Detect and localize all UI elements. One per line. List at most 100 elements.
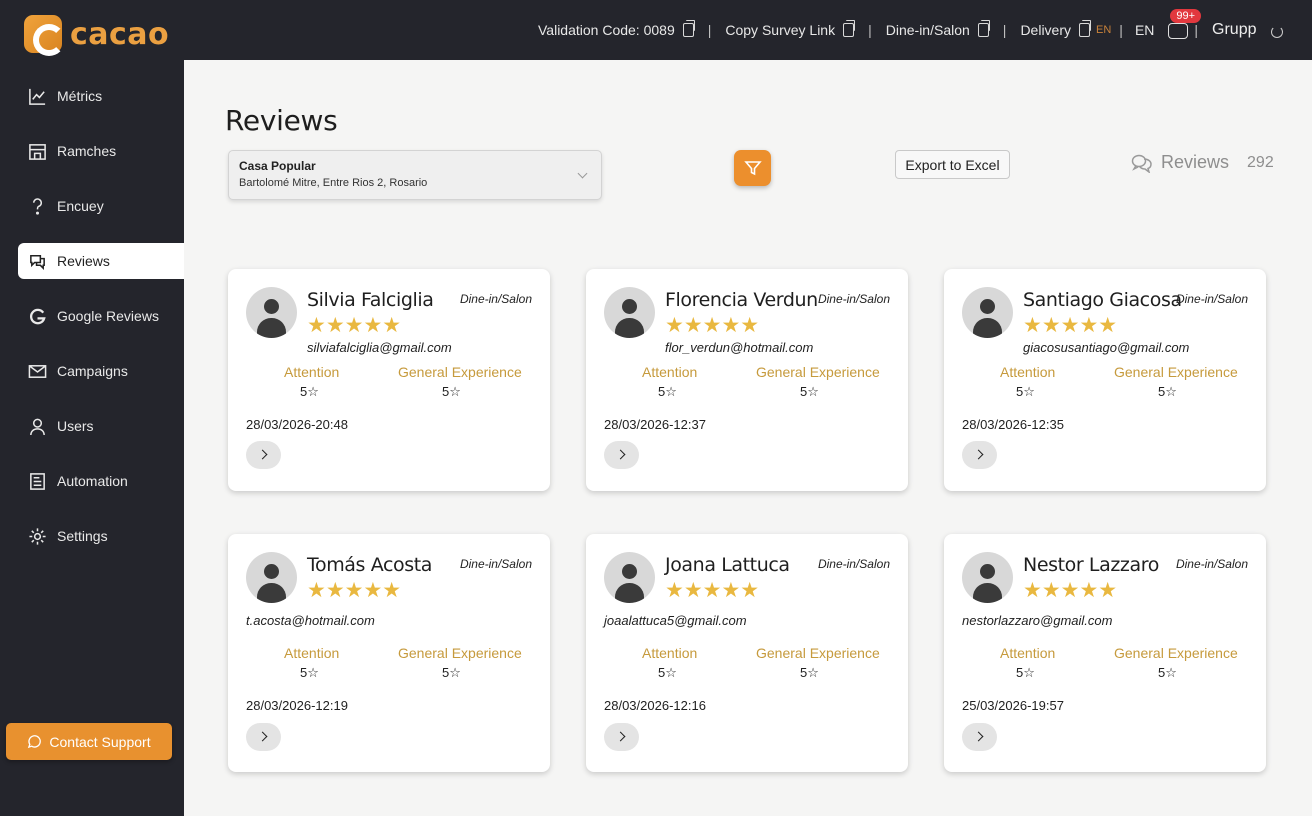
general-experience-label: General Experience xyxy=(756,364,880,380)
sidebar-item-label: Métrics xyxy=(57,88,103,104)
general-experience-label: General Experience xyxy=(1114,645,1238,661)
user-icon xyxy=(30,418,45,435)
general-experience-label: General Experience xyxy=(756,645,880,661)
review-date: 28/03/2026-20:48 xyxy=(246,417,348,432)
review-date: 28/03/2026-12:37 xyxy=(604,417,706,432)
reviewer-email: joaalattuca5@gmail.com xyxy=(604,613,747,628)
whatsapp-icon xyxy=(28,735,42,749)
open-review-button[interactable] xyxy=(246,723,281,751)
reviewer-email: silviafalciglia@gmail.com xyxy=(307,340,452,355)
store-select[interactable]: Casa Popular Bartolomé Mitre, Entre Rios… xyxy=(228,150,602,200)
top-bar: cacao Validation Code: 0089 | Copy Surve… xyxy=(0,0,1312,60)
user-menu[interactable]: Grupp xyxy=(1212,21,1257,38)
copy-icon[interactable] xyxy=(1079,20,1092,37)
sidebar: Métrics Ramches Encuey Reviews Google Re… xyxy=(0,60,184,816)
language-selector[interactable]: EN xyxy=(1134,22,1155,38)
sidebar-item-metrics[interactable]: Métrics xyxy=(18,78,184,114)
copy-icon[interactable] xyxy=(977,20,990,37)
dine-in-label: Dine-in/Salon xyxy=(885,22,970,38)
sidebar-item-campaigns[interactable]: Campaigns xyxy=(18,353,184,389)
language-active[interactable]: EN xyxy=(1096,24,1112,36)
reviewer-email: t.acosta@hotmail.com xyxy=(246,613,375,628)
reviewer-email: giacosusantiago@gmail.com xyxy=(1023,340,1190,355)
sidebar-item-reviews[interactable]: Reviews xyxy=(18,243,184,279)
reviewer-email: nestorlazzaro@gmail.com xyxy=(962,613,1113,628)
reviews-count: 292 xyxy=(1247,153,1274,171)
review-date: 28/03/2026-12:35 xyxy=(962,417,1064,432)
reviewer-name: Silvia Falciglia xyxy=(307,289,434,311)
avatar xyxy=(962,552,1013,603)
review-date: 28/03/2026-12:16 xyxy=(604,698,706,713)
store-address: Bartolomé Mitre, Entre Rios 2, Rosario xyxy=(239,177,428,189)
general-experience-score: 5☆ xyxy=(1158,665,1177,680)
open-review-button[interactable] xyxy=(604,441,639,469)
copy-icon[interactable] xyxy=(682,20,695,37)
sidebar-item-automation[interactable]: Automation xyxy=(18,463,184,499)
chart-line-icon xyxy=(29,88,46,105)
open-review-button[interactable] xyxy=(604,723,639,751)
validation-code[interactable]: Validation Code: 0089 xyxy=(538,20,695,38)
open-review-button[interactable] xyxy=(246,441,281,469)
reviewer-email: flor_verdun@hotmail.com xyxy=(665,340,814,355)
logo-icon xyxy=(24,15,65,56)
notification-badge: 99+ xyxy=(1170,9,1202,23)
gear-icon xyxy=(29,527,46,545)
logo[interactable]: cacao xyxy=(24,15,169,56)
google-icon xyxy=(29,308,46,324)
review-card[interactable]: Tomás Acosta Dine-in/Salon ★★★★★ t.acosta@h… xyxy=(228,534,550,772)
review-card[interactable]: Florencia Verdun Dine-in/Salon ★★★★★ flor_v… xyxy=(586,269,908,491)
review-channel: Dine-in/Salon xyxy=(1175,557,1248,571)
general-experience-score: 5☆ xyxy=(442,665,461,680)
open-review-button[interactable] xyxy=(962,723,997,751)
review-channel: Dine-in/Salon xyxy=(459,557,532,571)
logout-icon[interactable] xyxy=(1271,26,1283,38)
copy-icon[interactable] xyxy=(843,20,856,37)
attention-label: Attention xyxy=(1000,645,1056,661)
review-card[interactable]: Santiago Giacosa Dine-in/Salon ★★★★★ giacos… xyxy=(944,269,1266,491)
dine-in-link[interactable]: Dine-in/Salon xyxy=(885,20,990,38)
avatar xyxy=(604,287,655,338)
attention-score: 5☆ xyxy=(658,665,677,680)
sidebar-item-users[interactable]: Users xyxy=(18,408,184,444)
general-experience-label: General Experience xyxy=(398,364,522,380)
automation-icon xyxy=(30,472,45,490)
copy-survey-link[interactable]: Copy Survey Link xyxy=(725,20,856,38)
sidebar-item-label: Campaigns xyxy=(57,363,128,379)
delivery-label: Delivery xyxy=(1020,22,1072,38)
review-card[interactable]: Silvia Falciglia Dine-in/Salon ★★★★★ silvia… xyxy=(228,269,550,491)
review-channel: Dine-in/Salon xyxy=(1175,292,1248,306)
avatar xyxy=(246,552,297,603)
review-card[interactable]: Nestor Lazzaro Dine-in/Salon ★★★★★ nestorla… xyxy=(944,534,1266,772)
star-rating: ★★★★★ xyxy=(665,579,760,602)
reviews-label: Reviews xyxy=(1161,152,1230,172)
export-excel-button[interactable]: Export to Excel xyxy=(895,150,1010,179)
star-rating: ★★★★★ xyxy=(307,314,402,337)
avatar xyxy=(604,552,655,603)
sidebar-item-surveys[interactable]: Encuey xyxy=(18,188,184,224)
validation-code-label: Validation Code: 0089 xyxy=(538,22,675,38)
review-date: 28/03/2026-12:19 xyxy=(246,698,348,713)
filter-icon xyxy=(743,161,762,176)
sidebar-item-label: Settings xyxy=(57,528,108,544)
general-experience-label: General Experience xyxy=(1114,364,1238,380)
reviewer-name: Tomás Acosta xyxy=(307,554,433,576)
attention-score: 5☆ xyxy=(300,665,319,680)
star-rating: ★★★★★ xyxy=(1023,579,1118,602)
notifications-button[interactable]: 99+ xyxy=(1168,9,1202,41)
sidebar-item-label: Ramches xyxy=(57,143,117,159)
open-review-button[interactable] xyxy=(962,441,997,469)
sidebar-item-settings[interactable]: Settings xyxy=(18,518,184,554)
contact-support-button[interactable]: Contact Support xyxy=(6,723,172,760)
review-channel: Dine-in/Salon xyxy=(817,292,890,306)
store-name: Casa Popular xyxy=(239,159,316,173)
filter-button[interactable] xyxy=(734,150,771,186)
delivery-link[interactable]: Delivery xyxy=(1020,20,1092,38)
sidebar-item-google-reviews[interactable]: Google Reviews xyxy=(18,298,184,334)
star-rating: ★★★★★ xyxy=(1023,314,1118,337)
review-card[interactable]: Joana Lattuca Dine-in/Salon ★★★★★ joaalattu… xyxy=(586,534,908,772)
store-icon xyxy=(29,143,46,160)
page-title: Reviews xyxy=(225,104,338,137)
sidebar-item-branches[interactable]: Ramches xyxy=(18,133,184,169)
chat-bubbles-icon xyxy=(1131,154,1152,173)
chat-bubbles-icon xyxy=(30,254,45,270)
